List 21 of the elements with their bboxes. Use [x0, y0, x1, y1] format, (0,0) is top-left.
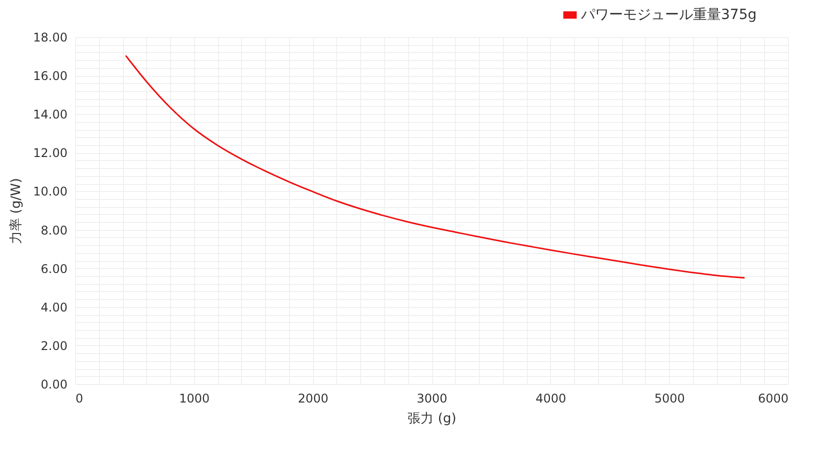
x-tick-label: 6000: [758, 392, 788, 406]
y-tick-label: 8.00: [40, 223, 68, 238]
x-tick-label: 0: [76, 392, 84, 406]
y-tick-label: 10.00: [33, 184, 68, 199]
x-tick-label: 3000: [416, 392, 448, 406]
legend-label: パワーモジュール重量375g: [580, 7, 757, 23]
y-tick-label: 18.00: [33, 30, 68, 44]
y-tick-label: 14.00: [33, 108, 68, 122]
y-tick-label: 0.00: [40, 378, 68, 392]
y-tick-label: 16.00: [33, 69, 68, 84]
x-tick-label: 2000: [298, 392, 328, 406]
y-tick-label: 2.00: [40, 338, 68, 353]
x-tick-label: 4000: [536, 392, 566, 406]
x-tick-label: 1000: [179, 392, 210, 406]
y-tick-label: 6.00: [40, 262, 68, 276]
y-tick-label: 12.00: [33, 146, 68, 160]
line-series: [125, 55, 745, 279]
y-tick-label: 4.00: [40, 300, 68, 314]
y-axis-title: 力率 (g/W): [8, 178, 24, 244]
x-tick-label: 5000: [654, 392, 685, 406]
x-axis-title: 張力 (g): [408, 412, 456, 426]
